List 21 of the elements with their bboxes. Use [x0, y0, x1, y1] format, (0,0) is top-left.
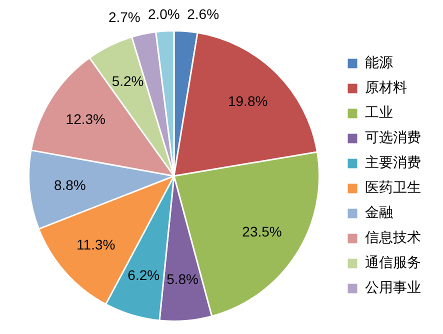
legend-label: 医药卫生: [365, 180, 421, 196]
data-label: 19.8%: [228, 92, 268, 109]
data-label: 12.3%: [66, 110, 106, 127]
data-label: 5.2%: [112, 73, 144, 90]
legend-label: 通信服务: [365, 255, 421, 272]
legend-label: 金融: [365, 205, 393, 222]
legend-label: 主要消费: [365, 155, 421, 172]
data-label: 2.0%: [148, 6, 180, 22]
legend-label: 原材料: [365, 80, 407, 96]
data-label: 2.6%: [187, 6, 220, 22]
legend-label: 信息技术: [365, 230, 421, 246]
legend-label: 工业: [365, 105, 393, 122]
data-label: 5.8%: [166, 271, 198, 288]
legend-label: 能源: [365, 55, 393, 72]
data-label: 8.8%: [54, 177, 86, 194]
data-label: 23.5%: [242, 223, 282, 240]
data-label: 11.3%: [76, 236, 116, 252]
data-label: 6.2%: [128, 266, 160, 283]
legend-label: 可选消费: [365, 130, 421, 146]
legend-label: 公用事业: [365, 280, 421, 296]
data-label: 2.7%: [108, 9, 140, 26]
